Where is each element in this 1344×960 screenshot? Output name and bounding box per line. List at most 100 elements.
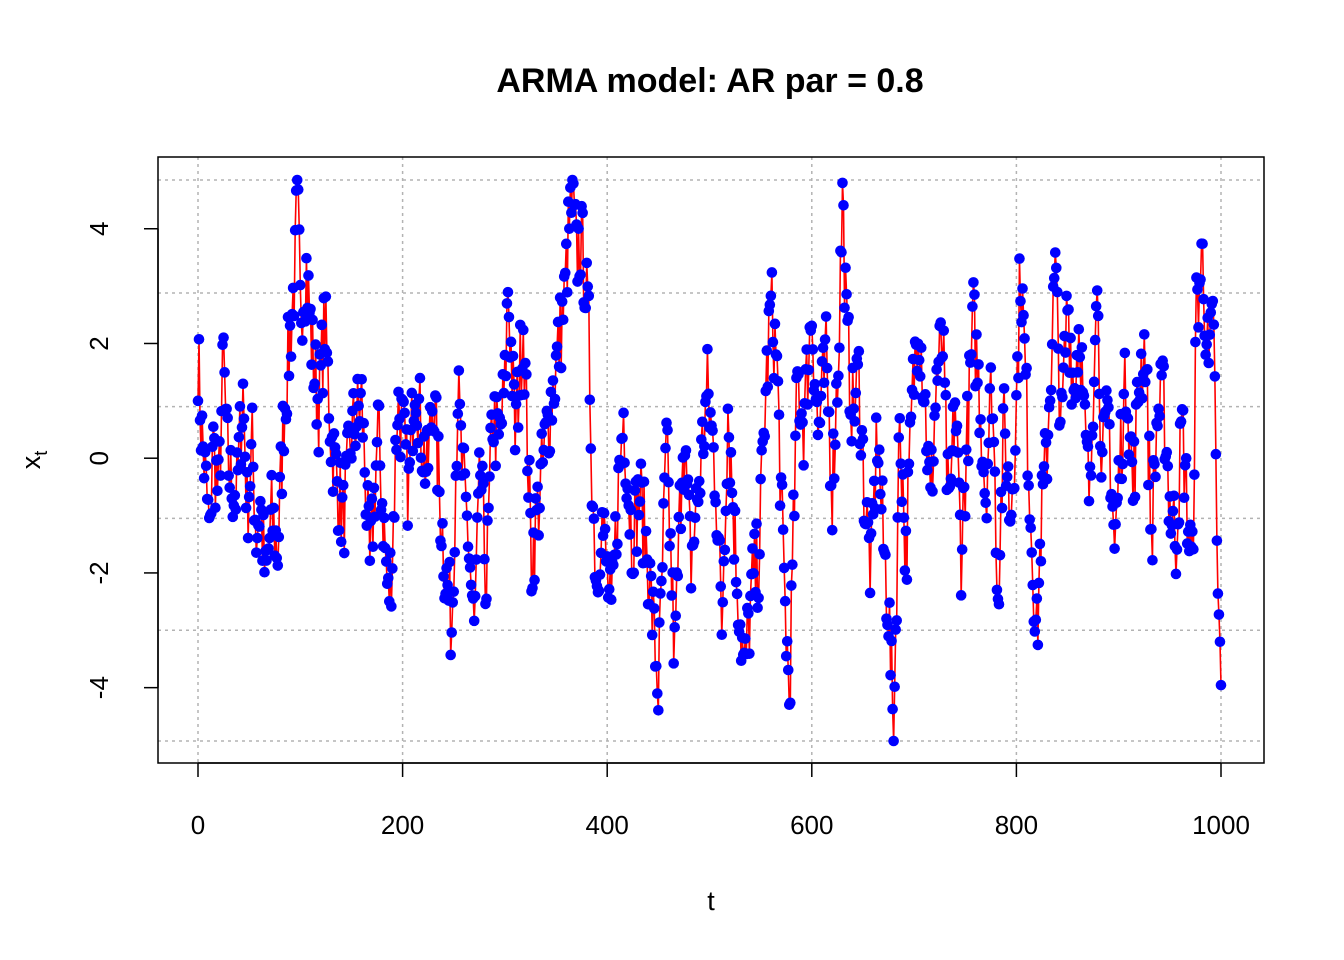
data-point [368, 482, 380, 494]
data-point [894, 413, 906, 424]
data-point [1009, 482, 1020, 494]
data-point [935, 317, 946, 328]
data-point [575, 269, 586, 280]
data-point [618, 407, 629, 419]
data-point [776, 479, 788, 491]
data-point [562, 286, 573, 298]
data-point [785, 697, 796, 709]
data-point [404, 457, 416, 468]
data-point [219, 367, 230, 378]
data-point [640, 525, 652, 537]
data-point [644, 557, 656, 569]
data-point [714, 535, 726, 546]
data-point [902, 466, 914, 478]
data-point [612, 538, 623, 550]
data-point [987, 413, 999, 424]
data-point [937, 351, 949, 362]
data-point [335, 536, 347, 548]
data-point [212, 485, 223, 497]
data-point [708, 442, 719, 453]
data-point [1147, 554, 1158, 566]
data-point [703, 388, 714, 400]
data-point [399, 407, 410, 419]
data-point [1079, 399, 1091, 410]
data-point [774, 500, 786, 511]
data-point [1165, 528, 1177, 539]
data-point [236, 422, 248, 433]
data-point [913, 354, 925, 366]
data-point [633, 509, 645, 521]
data-point [1129, 491, 1141, 503]
data-point [951, 420, 963, 432]
data-point [242, 532, 254, 544]
data-point [452, 408, 464, 420]
data-point [301, 252, 312, 264]
data-point [240, 502, 252, 514]
data-point [996, 502, 1008, 514]
data-point [534, 502, 545, 514]
data-point [1017, 283, 1028, 294]
data-point [386, 601, 397, 612]
data-point [789, 510, 800, 522]
data-point [888, 735, 899, 747]
data-point [1038, 461, 1050, 472]
data-point [611, 549, 622, 560]
data-point [855, 450, 867, 461]
data-point [1073, 323, 1085, 335]
data-point [1018, 309, 1029, 321]
data-point [518, 324, 529, 336]
data-point [1049, 247, 1061, 258]
data-point [797, 417, 808, 428]
data-point [665, 528, 676, 539]
data-point [1135, 348, 1147, 360]
data-point [862, 517, 874, 528]
data-point [406, 387, 418, 399]
data-point [1189, 469, 1200, 480]
data-point [330, 448, 342, 460]
x-tick-label-4: 800 [995, 810, 1038, 840]
data-point [1012, 351, 1023, 362]
data-point [930, 402, 941, 414]
data-point [852, 359, 864, 370]
data-point [1198, 293, 1209, 305]
data-point [670, 610, 682, 622]
data-point [1158, 360, 1170, 372]
data-point [1200, 349, 1211, 360]
data-point [395, 451, 406, 463]
data-point [955, 590, 967, 601]
data-point [366, 493, 378, 504]
data-point [838, 199, 849, 211]
data-point [1142, 364, 1153, 375]
data-point [519, 389, 530, 400]
data-point [617, 432, 628, 444]
data-point [815, 390, 827, 402]
data-point [747, 543, 758, 554]
data-point [610, 511, 621, 522]
data-point [524, 454, 535, 466]
data-point [754, 548, 765, 560]
series [192, 174, 1227, 747]
data-point [325, 456, 337, 468]
data-point [453, 365, 465, 376]
y-tick-label-1: -2 [84, 561, 114, 584]
data-point [1190, 336, 1201, 348]
data-point [200, 460, 212, 472]
data-point [1045, 384, 1057, 396]
data-point [1173, 517, 1185, 528]
data-point [527, 582, 538, 594]
data-point [756, 445, 767, 456]
data-point [512, 422, 524, 433]
data-point [479, 553, 490, 565]
data-point [652, 688, 663, 699]
data-point [880, 549, 891, 561]
data-point [1175, 416, 1187, 427]
data-point [658, 498, 669, 509]
data-point [638, 476, 650, 488]
data-point [502, 286, 514, 298]
y-axis: -4 -2 0 2 4 [84, 222, 159, 699]
data-point [295, 279, 306, 291]
data-point [328, 428, 340, 439]
data-point [485, 422, 496, 434]
data-point [1117, 458, 1129, 470]
data-point [908, 389, 920, 401]
